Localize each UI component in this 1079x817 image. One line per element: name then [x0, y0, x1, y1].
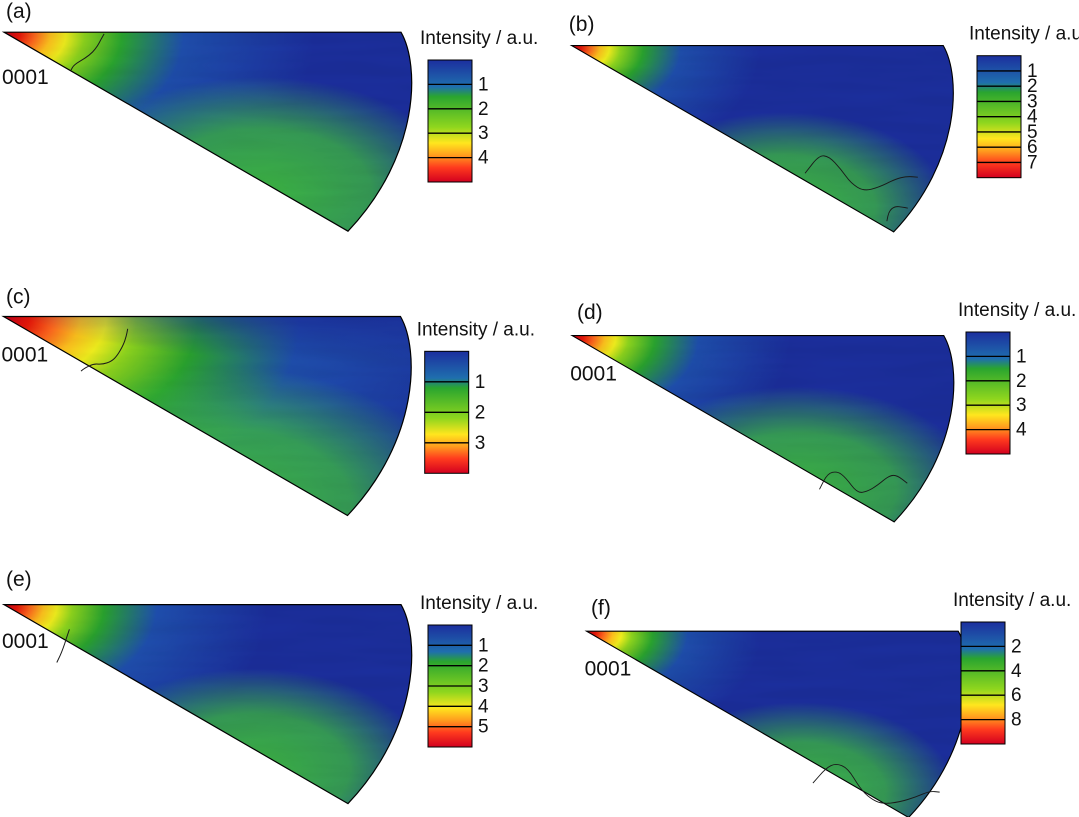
svg-text:0001: 0001 [2, 343, 49, 366]
svg-text:3: 3 [478, 123, 489, 144]
svg-text:0001: 0001 [585, 658, 632, 681]
svg-text:Intensity / a.u.: Intensity / a.u. [420, 28, 538, 49]
svg-text:8: 8 [1011, 710, 1022, 731]
svg-text:(e): (e) [6, 568, 32, 591]
svg-text:1: 1 [1016, 346, 1027, 367]
svg-text:(c): (c) [6, 285, 31, 308]
svg-text:2: 2 [478, 656, 489, 677]
svg-text:1: 1 [475, 372, 486, 393]
svg-text:7: 7 [1027, 152, 1038, 173]
svg-text:Intensity / a.u.: Intensity / a.u. [969, 24, 1079, 45]
svg-text:0001: 0001 [570, 363, 617, 386]
svg-text:2: 2 [475, 402, 486, 423]
svg-text:Intensity / a.u.: Intensity / a.u. [953, 590, 1071, 611]
svg-text:Intensity / a.u.: Intensity / a.u. [420, 593, 538, 614]
svg-text:0001: 0001 [2, 630, 49, 653]
svg-text:3: 3 [475, 433, 486, 454]
svg-text:Intensity / a.u.: Intensity / a.u. [958, 300, 1076, 321]
svg-text:1: 1 [478, 635, 489, 656]
svg-text:Intensity / a.u.: Intensity / a.u. [417, 319, 535, 340]
svg-text:(d): (d) [577, 301, 603, 324]
svg-text:0001: 0001 [2, 66, 49, 89]
svg-text:4: 4 [1011, 661, 1022, 682]
svg-text:5: 5 [478, 717, 489, 738]
svg-text:4: 4 [478, 696, 489, 717]
svg-text:6: 6 [1011, 685, 1022, 706]
svg-text:(f): (f) [591, 597, 611, 620]
svg-text:2: 2 [478, 99, 489, 120]
svg-text:1: 1 [478, 74, 489, 95]
svg-text:4: 4 [1016, 420, 1027, 441]
svg-text:3: 3 [1016, 395, 1027, 416]
svg-text:4: 4 [478, 148, 489, 169]
svg-text:(a): (a) [6, 0, 32, 23]
svg-text:3: 3 [478, 676, 489, 697]
svg-text:2: 2 [1016, 371, 1027, 392]
svg-text:2: 2 [1011, 636, 1022, 657]
svg-text:(b): (b) [569, 13, 595, 36]
